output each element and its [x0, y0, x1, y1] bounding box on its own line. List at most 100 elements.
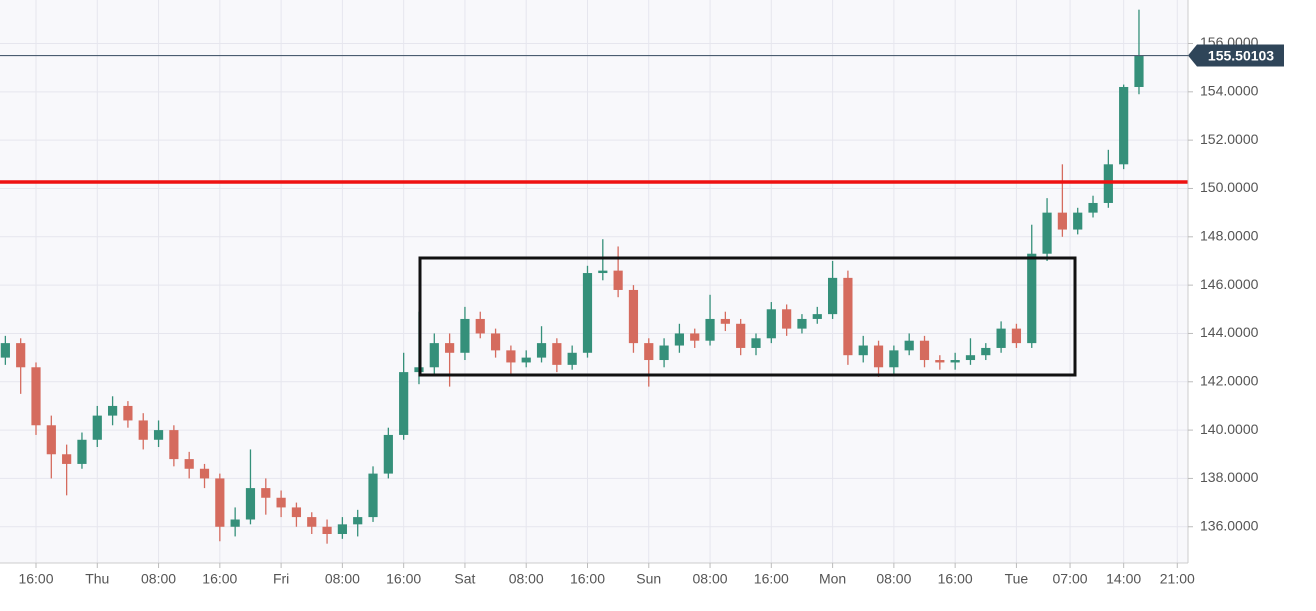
candle-body — [506, 350, 516, 363]
candle-body — [77, 439, 87, 464]
candle-body — [353, 517, 363, 525]
candle-body — [46, 425, 56, 455]
axis-labels: 136.0000 138.0000 140.0000 142.0000 144.0000… — [18, 34, 1258, 587]
y-tick-label: 148.0000 — [1200, 228, 1259, 244]
candle-body — [965, 355, 976, 361]
candle-body — [337, 524, 347, 535]
candle-body — [628, 289, 639, 344]
candle-body — [858, 345, 868, 356]
y-tick-label: 136.0000 — [1200, 517, 1259, 533]
candle-body — [644, 343, 654, 361]
candle-body — [720, 318, 730, 324]
candle-body — [919, 340, 930, 361]
candle-body — [521, 357, 531, 363]
candle-body — [445, 343, 455, 353]
candle-body — [950, 360, 960, 363]
x-tick-label: 16:00 — [18, 571, 53, 587]
candle-body — [690, 333, 700, 341]
x-tick-label: 08:00 — [509, 571, 544, 587]
last-price-badge — [1188, 44, 1284, 67]
range-box — [418, 256, 1077, 377]
candle-body — [291, 507, 302, 518]
candle-body — [904, 340, 914, 351]
x-tick-label: 16:00 — [938, 571, 973, 587]
grid — [0, 0, 1188, 563]
candle-body — [31, 367, 41, 426]
x-tick-label: Tue — [1005, 571, 1029, 587]
candle-body — [230, 519, 240, 527]
candle-body — [153, 430, 164, 440]
candle-body — [598, 270, 608, 274]
candle-body — [996, 328, 1006, 348]
candle-body — [1057, 212, 1067, 230]
candle-body — [1088, 202, 1098, 213]
candle-body — [782, 309, 792, 329]
candle-body — [1042, 212, 1052, 254]
x-tick-label: 16:00 — [202, 571, 237, 587]
candle-body — [1027, 253, 1037, 344]
y-tick-label: 150.0000 — [1200, 179, 1259, 195]
candle-body — [812, 314, 822, 319]
candle-body — [215, 478, 225, 527]
candle-body — [705, 318, 715, 341]
candle-body — [307, 517, 317, 527]
candle-body — [828, 277, 838, 315]
x-tick-label: 08:00 — [876, 571, 911, 587]
y-tick-label: 140.0000 — [1200, 421, 1259, 437]
candle-body — [276, 497, 286, 508]
x-tick-label: 16:00 — [754, 571, 789, 587]
candle-body — [322, 526, 332, 535]
candle-body — [490, 333, 501, 351]
candle-body — [261, 488, 271, 498]
plot-area — [0, 0, 1188, 563]
candle-body — [567, 352, 577, 365]
candles — [0, 9, 1144, 544]
y-tick-label: 144.0000 — [1200, 324, 1259, 340]
candle-body — [62, 454, 72, 464]
y-tick-label: 142.0000 — [1200, 372, 1259, 388]
candle-body — [889, 350, 899, 368]
candle-body — [184, 459, 194, 469]
y-tick-label: 146.0000 — [1200, 276, 1259, 292]
y-tick-label: 138.0000 — [1200, 469, 1259, 485]
x-tick-label: 16:00 — [386, 571, 421, 587]
candle-body — [766, 309, 776, 339]
candle-body — [169, 430, 179, 460]
candle-body — [460, 318, 470, 353]
candle-body — [1073, 212, 1083, 230]
last-price-label: 155.50103 — [1208, 47, 1274, 63]
x-tick-label: Mon — [819, 571, 846, 587]
x-tick-label: 21:00 — [1160, 571, 1195, 587]
candle-body — [659, 345, 669, 361]
x-tick-label: 16:00 — [570, 571, 605, 587]
candle-body — [92, 415, 102, 440]
candle-body — [751, 338, 761, 348]
candle-body — [0, 343, 10, 358]
x-tick-label: 08:00 — [141, 571, 176, 587]
x-tick-label: Thu — [85, 571, 109, 587]
candle-body — [16, 343, 26, 368]
candle-body — [935, 360, 945, 363]
x-tick-label: 08:00 — [693, 571, 728, 587]
candle-body — [1119, 86, 1129, 165]
candle-body — [1011, 328, 1022, 344]
candle-body — [674, 333, 684, 346]
y-tick-label: 152.0000 — [1200, 131, 1259, 147]
x-tick-label: Fri — [273, 571, 289, 587]
candle-body — [199, 468, 210, 479]
x-tick-label: 07:00 — [1053, 571, 1088, 587]
candle-body — [736, 323, 746, 348]
candle-body — [552, 343, 562, 365]
y-tick-label: 154.0000 — [1200, 83, 1259, 99]
candle-body — [1134, 55, 1144, 87]
candle-body — [536, 343, 547, 358]
candle-body — [108, 405, 118, 416]
x-tick-label: Sat — [454, 571, 475, 587]
candle-body — [981, 347, 991, 356]
x-tick-label: 14:00 — [1106, 571, 1141, 587]
candle-body — [138, 420, 148, 440]
candle-body — [797, 318, 807, 329]
candle-body — [245, 488, 256, 520]
candle-body — [383, 434, 393, 474]
x-tick-label: Sun — [636, 571, 661, 587]
